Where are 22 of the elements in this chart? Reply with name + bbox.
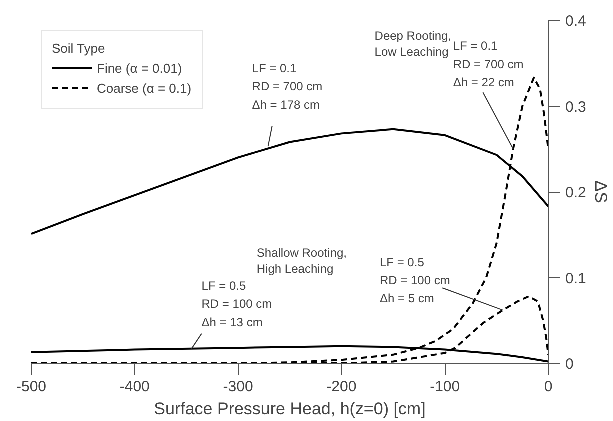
x-tick-label: -400 bbox=[120, 378, 150, 396]
annotation: LF = 0.1 RD = 700 cm Δh = 22 cm bbox=[453, 39, 524, 90]
annotation: Shallow Rooting, High Leaching bbox=[256, 246, 347, 276]
x-tick-label: -300 bbox=[223, 378, 254, 396]
y-tick-label: 0.2 bbox=[566, 184, 586, 202]
x-tick-label: -100 bbox=[430, 378, 460, 396]
annotation: LF = 0.1 RD = 700 cm Δh = 178 cm bbox=[252, 62, 323, 112]
y-tick-label: 0 bbox=[566, 356, 574, 373]
x-axis-title: Surface Pressure Head, h(z=0) [cm] bbox=[154, 400, 426, 418]
x-tick-label: -500 bbox=[16, 378, 47, 396]
legend-label: Fine (α = 0.01) bbox=[97, 60, 182, 76]
legend-label: Coarse (α = 0.1) bbox=[97, 80, 192, 96]
y-axis-title: ΔS bbox=[591, 180, 610, 204]
x-tick-label: 0 bbox=[544, 378, 553, 396]
legend-title: Soil Type bbox=[52, 41, 106, 56]
annotation: LF = 0.5 RD = 100 cm Δh = 13 cm bbox=[202, 278, 272, 330]
y-tick-label: 0.3 bbox=[566, 98, 586, 116]
x-tick-label: -200 bbox=[326, 378, 357, 396]
y-tick-label: 0.1 bbox=[566, 270, 586, 288]
annotation: Deep Rooting, Low Leaching bbox=[374, 29, 452, 60]
annotation: LF = 0.5 RD = 100 cm Δh = 5 cm bbox=[380, 255, 450, 306]
y-tick-label: 0.4 bbox=[566, 13, 586, 30]
